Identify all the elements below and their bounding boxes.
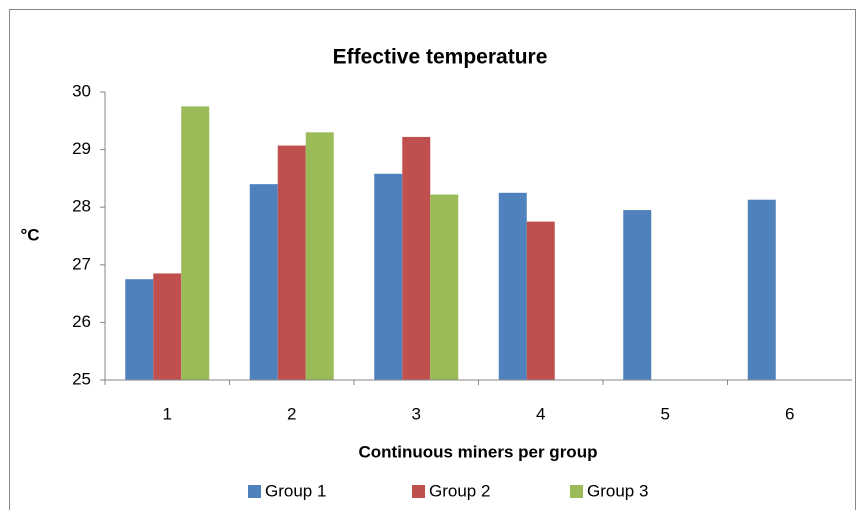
legend-label: Group 1 bbox=[265, 481, 326, 500]
x-axis-title: Continuous miners per group bbox=[359, 442, 598, 461]
x-tick-label: 5 bbox=[661, 404, 670, 423]
bar bbox=[374, 173, 403, 380]
y-tick-label: 29 bbox=[72, 139, 91, 158]
y-tick-label: 30 bbox=[72, 81, 91, 100]
bar bbox=[277, 145, 306, 380]
legend-label: Group 2 bbox=[429, 481, 490, 500]
y-tick-label: 27 bbox=[72, 254, 91, 273]
x-tick-label: 3 bbox=[412, 404, 421, 423]
bar bbox=[249, 184, 278, 380]
bar bbox=[430, 194, 459, 380]
legend-swatch bbox=[570, 485, 583, 498]
y-axis-title: °C bbox=[20, 225, 39, 244]
legend-swatch bbox=[412, 485, 425, 498]
chart-title: Effective temperature bbox=[333, 46, 548, 69]
bar bbox=[747, 199, 776, 380]
x-tick-label: 4 bbox=[536, 404, 545, 423]
legend-swatch bbox=[248, 485, 261, 498]
x-tick-label: 1 bbox=[163, 404, 172, 423]
y-tick-label: 28 bbox=[72, 197, 91, 216]
bar bbox=[153, 273, 182, 380]
bar bbox=[526, 221, 555, 380]
bar bbox=[623, 210, 652, 380]
x-tick-label: 6 bbox=[785, 404, 794, 423]
y-tick-label: 25 bbox=[72, 369, 91, 388]
bar bbox=[498, 192, 527, 380]
bar bbox=[181, 106, 210, 381]
legend-label: Group 3 bbox=[587, 481, 648, 500]
bar bbox=[305, 132, 334, 380]
bar bbox=[125, 279, 154, 380]
y-tick-label: 26 bbox=[72, 312, 91, 331]
x-tick-label: 2 bbox=[287, 404, 296, 423]
bar bbox=[402, 136, 431, 380]
